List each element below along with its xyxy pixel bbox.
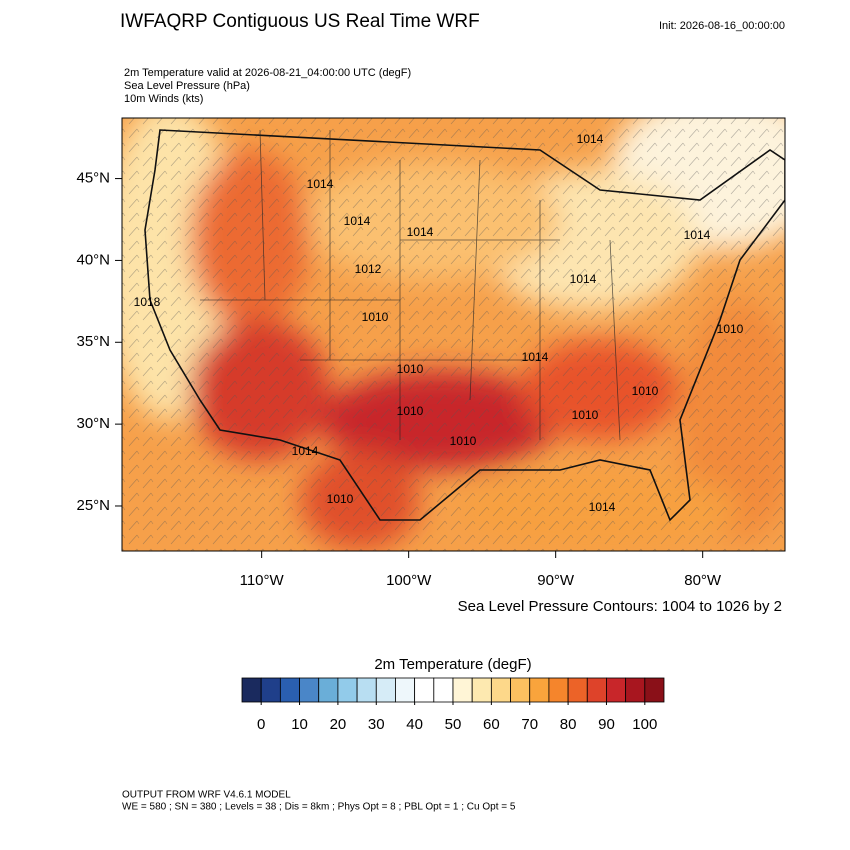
contour-label: 1014 (307, 177, 334, 191)
colorbar-box (490, 677, 511, 703)
contour-label: 1014 (589, 500, 616, 514)
colorbar-box (279, 677, 300, 703)
colorbar-box (606, 677, 627, 703)
colorbar-box (644, 677, 665, 703)
colorbar: 0 10 20 30 40 50 60 70 80 90 100 (241, 677, 665, 733)
colorbar-label: 10 (291, 716, 308, 733)
lat-tick-label: 45°N (76, 170, 110, 187)
contour-label: 1010 (362, 310, 389, 324)
colorbar-box (375, 677, 396, 703)
contour-label: 1010 (327, 492, 354, 506)
colorbar-box (318, 677, 339, 703)
colorbar-label: 50 (445, 716, 462, 733)
colorbar-label: 100 (632, 716, 657, 733)
colorbar-label: 60 (483, 716, 500, 733)
contour-label: 1014 (684, 228, 711, 242)
colorbar-label: 30 (368, 716, 385, 733)
field-line: 2m Temperature valid at 2026-08-21_04:00… (124, 67, 411, 79)
colorbar-box (337, 677, 358, 703)
contour-label: 1018 (134, 295, 161, 309)
colorbar-label: 40 (406, 716, 423, 733)
colorbar-box (471, 677, 492, 703)
colorbar-title: 2m Temperature (degF) (374, 656, 531, 673)
colorbar-box (260, 677, 281, 703)
colorbar-label: 0 (257, 716, 265, 733)
lon-tick-label: 80°W (684, 572, 722, 589)
lon-tick-label: 100°W (386, 572, 432, 589)
colorbar-box (529, 677, 550, 703)
colorbar-box (567, 677, 588, 703)
footer-line: OUTPUT FROM WRF V4.6.1 MODEL (122, 790, 291, 801)
colorbar-box (625, 677, 646, 703)
contour-label: 1010 (717, 322, 744, 336)
contour-label: 1014 (577, 132, 604, 146)
contour-label: 1014 (522, 350, 549, 364)
colorbar-box (395, 677, 416, 703)
field-line: Sea Level Pressure (hPa) (124, 80, 250, 92)
colorbar-box (548, 677, 569, 703)
colorbar-label: 70 (521, 716, 538, 733)
map-field (122, 118, 785, 551)
lat-tick-label: 25°N (76, 497, 110, 514)
contour-label: 1014 (292, 444, 319, 458)
colorbar-label: 90 (598, 716, 615, 733)
contour-label: 1014 (407, 225, 434, 239)
map-frame (121, 117, 786, 552)
colorbar-box (241, 677, 262, 703)
lon-tick-label: 110°W (240, 572, 285, 589)
colorbar-label: 80 (560, 716, 577, 733)
lat-tick-label: 30°N (76, 415, 110, 432)
contour-label: 1014 (344, 214, 371, 228)
colorbar-box (452, 677, 473, 703)
init-time: Init: 2026-08-16_00:00:00 (659, 20, 785, 32)
contour-label: 1014 (570, 272, 597, 286)
footer-line: WE = 580 ; SN = 380 ; Levels = 38 ; Dis … (122, 802, 516, 813)
field-line: 10m Winds (kts) (124, 93, 203, 105)
colorbar-box (433, 677, 454, 703)
colorbar-box (356, 677, 377, 703)
colorbar-box (414, 677, 435, 703)
contour-label: 1010 (572, 408, 599, 422)
colorbar-box (299, 677, 320, 703)
colorbar-box (510, 677, 531, 703)
contour-label: 1010 (397, 362, 424, 376)
contour-label: 1012 (355, 262, 382, 276)
lat-tick-label: 40°N (76, 251, 110, 268)
colorbar-box (586, 677, 607, 703)
colorbar-label: 20 (330, 716, 347, 733)
contour-label: 1010 (450, 434, 477, 448)
lon-tick-label: 90°W (537, 572, 575, 589)
lat-tick-label: 35°N (76, 333, 110, 350)
contour-label: 1010 (632, 384, 659, 398)
contour-note: Sea Level Pressure Contours: 1004 to 102… (458, 598, 782, 615)
title: IWFAQRP Contiguous US Real Time WRF (120, 11, 480, 32)
contour-label: 1010 (397, 404, 424, 418)
